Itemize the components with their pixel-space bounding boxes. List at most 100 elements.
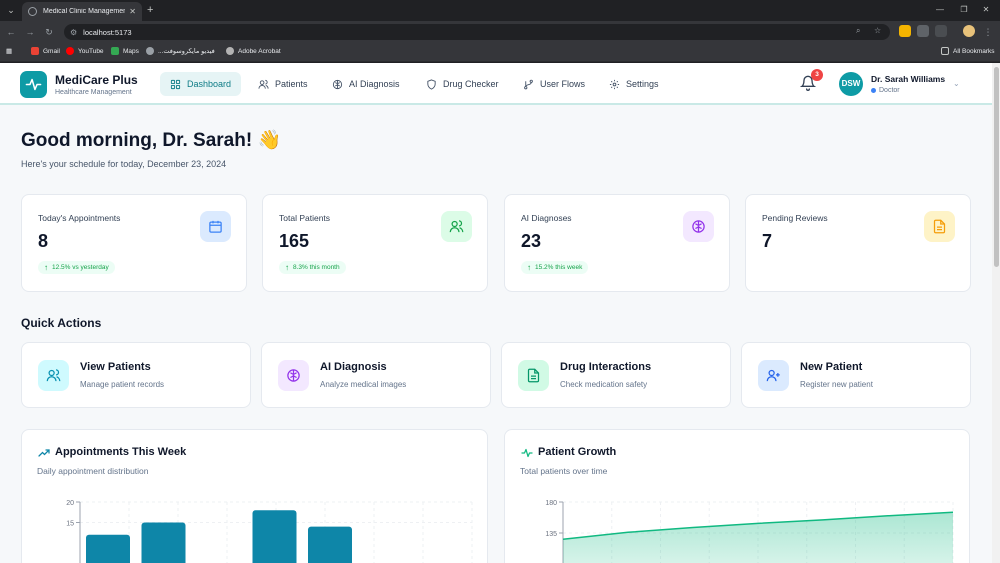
bookmark-adobe[interactable]: Adobe Acrobat [226,47,281,55]
extension-icon[interactable] [899,25,911,37]
document-icon [933,219,946,234]
tab-search-icon[interactable]: ⌄ [7,5,15,15]
restore-icon[interactable]: ❐ [960,5,968,14]
avatar[interactable]: DSW [839,72,863,96]
bookmark-star-icon[interactable]: ☆ [874,26,882,35]
y-tick-label: 180 [545,500,557,507]
new-tab-icon[interactable]: + [147,4,154,16]
minimize-icon[interactable]: — [936,5,944,14]
arrow-up-icon: ↑ [285,263,289,272]
quick-action-ai-diagnosis[interactable]: AI Diagnosis Analyze medical images [261,342,491,408]
quick-action-drug-interactions[interactable]: Drug Interactions Check medication safet… [501,342,731,408]
bookmark-gmail[interactable]: Gmail [31,47,60,55]
qa-subtitle: Analyze medical images [320,380,407,389]
quick-action-view-patients[interactable]: View Patients Manage patient records [21,342,251,408]
nav-label: Drug Checker [443,79,499,89]
bookmark-maps[interactable]: Maps [111,47,139,55]
youtube-icon [66,47,74,55]
bookmark-label: YouTube [78,47,104,55]
stat-value: 7 [762,231,773,251]
qa-icon-box [758,360,789,391]
apps-icon[interactable]: ▦ [6,48,13,55]
stat-trend-text: 8.3% this month [293,264,340,271]
url-text: localhost:5173 [83,27,132,37]
extensions-puzzle-icon[interactable] [935,25,947,37]
user-role-label: Doctor [879,87,900,94]
chevron-down-icon[interactable]: ⌄ [953,79,960,88]
user-name[interactable]: Dr. Sarah Williams [871,74,946,84]
extension-icon[interactable] [917,25,929,37]
bookmark-label: ...فيديو مايكروسوفت [158,48,215,55]
all-bookmarks[interactable]: All Bookmarks [941,47,995,55]
back-icon[interactable]: ← [6,27,16,37]
window-close-icon[interactable]: ✕ [982,5,990,14]
y-tick-label: 20 [66,500,74,507]
zoom-icon[interactable]: ⌕ [856,26,861,35]
section-title-quick-actions: Quick Actions [21,316,102,330]
chart-title: Appointments This Week [55,446,187,458]
bookmark-youtube[interactable]: YouTube [66,47,104,55]
stat-trend-text: 12.5% vs yesterday [52,264,109,271]
nav-label: User Flows [540,79,586,89]
logo[interactable] [20,71,47,98]
site-info-icon[interactable]: ⚙ [70,27,78,37]
online-status-dot [871,88,876,93]
bookmark-video[interactable]: ...فيديو مايكروسوفت [146,47,215,55]
nav-dashboard[interactable]: Dashboard [160,72,242,96]
activity-icon [521,448,533,458]
stat-value: 23 [521,231,542,251]
app-header: MediCare Plus Healthcare Management Dash… [0,63,992,105]
quick-action-new-patient[interactable]: New Patient Register new patient [741,342,971,408]
globe-icon [146,47,154,55]
document-icon [527,368,540,383]
stat-trend-text: 15.2% this week [535,264,583,271]
brand-subtitle: Healthcare Management [55,89,132,96]
chart-card-patient-growth: Patient Growth Total patients over time … [504,429,970,563]
browser-menu-icon[interactable]: ⋮ [983,27,993,37]
browser-tab[interactable]: Medical Clinic Management Sy... ✕ [22,2,142,21]
tab-title: Medical Clinic Management Sy... [43,8,126,15]
qa-icon-box [38,360,69,391]
stat-label: Pending Reviews [762,213,828,223]
nav-drug-checker[interactable]: Drug Checker [416,72,509,96]
area-chart: 180 135 [545,500,954,563]
all-bookmarks-label: All Bookmarks [953,47,995,55]
profile-avatar-icon[interactable] [963,25,975,37]
brain-icon [692,220,705,233]
brain-icon [287,369,300,382]
page-scrollbar[interactable] [992,63,1000,563]
scrollbar-thumb[interactable] [994,67,999,267]
nav-label: Patients [275,79,308,89]
chart-subtitle: Total patients over time [520,466,608,476]
nav-patients[interactable]: Patients [248,72,318,96]
qa-title: View Patients [80,361,151,373]
qa-icon-box [278,360,309,391]
qa-subtitle: Register new patient [800,380,873,389]
bell-icon[interactable] [800,75,816,91]
stat-trend: ↑ 12.5% vs yesterday [38,261,115,274]
tab-close-icon[interactable]: ✕ [129,7,136,16]
stat-trend: ↑ 15.2% this week [521,261,589,274]
forward-icon[interactable]: → [25,27,35,37]
stat-trend: ↑ 8.3% this month [279,261,346,274]
reload-icon[interactable]: ↻ [45,27,53,37]
nav-settings[interactable]: Settings [599,72,669,96]
trending-up-icon [38,449,50,457]
qa-title: Drug Interactions [560,361,652,373]
flow-icon [524,79,533,89]
user-role: Doctor [871,87,900,94]
nav-user-flows[interactable]: User Flows [513,72,595,96]
stat-icon-box [683,211,714,242]
shield-icon [427,78,436,90]
brain-icon [332,79,343,89]
page-title: Good morning, Dr. Sarah! 👋 [21,130,282,151]
chart-subtitle: Daily appointment distribution [37,466,149,476]
schedule-subtitle: Here's your schedule for today, December… [21,159,227,169]
stat-icon-box [441,211,472,242]
nav-ai-diagnosis[interactable]: AI Diagnosis [322,72,410,96]
bookmark-label: Maps [123,47,139,55]
nav-label: AI Diagnosis [349,79,400,89]
y-tick-label: 135 [545,531,557,538]
address-bar[interactable]: ⚙ localhost:5173 ⌕ ☆ [64,24,890,40]
